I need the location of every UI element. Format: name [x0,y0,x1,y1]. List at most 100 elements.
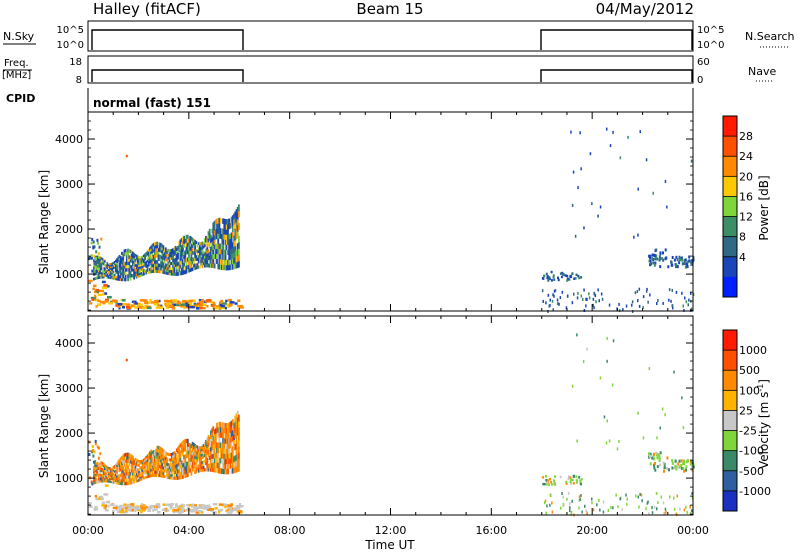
power-cell [228,259,231,266]
velocity-cell [202,454,205,458]
x-tick-label: 00:00 [72,524,104,537]
power-cell [143,254,145,257]
power-cell [147,263,150,267]
power-cell [230,243,233,249]
velocity-cell [154,458,156,462]
velocity-cell [121,455,123,460]
power-cell [636,290,639,294]
velocity-cell [205,506,209,510]
velocity-cell [227,433,229,439]
velocity-cell [93,472,95,476]
velocity-cell [216,422,218,429]
power-cell [188,242,190,247]
x-axis-label: Time UT [364,538,415,552]
velocity-cell [216,447,218,453]
power-cell [656,302,658,305]
velocity-cell [185,469,188,474]
power-cell [96,303,101,306]
power-cell [550,270,553,274]
power-cell [164,252,167,256]
velocity-cell [94,442,97,446]
power-cell [155,263,157,267]
power-cell [138,303,143,307]
power-cell [231,231,234,238]
velocity-cell [143,470,145,474]
velocity-cell [111,478,114,481]
power-cell [93,266,95,269]
velocity-cell [169,476,172,480]
power-cell [102,272,105,275]
power-cell [121,269,123,273]
velocity-cell [116,470,118,474]
velocity-cell [146,456,149,460]
velocity-cell [217,467,220,474]
velocity-cell [118,508,122,511]
power-cell [111,270,114,273]
velocity-cell [690,462,693,466]
power-cell [108,276,111,279]
velocity-cell [680,467,683,470]
velocity-cell [658,457,661,461]
velocity-cell [105,480,107,483]
velocity-cell [653,457,655,461]
power-cell [158,248,161,252]
velocity-cell [180,449,183,454]
power-cell [212,263,215,269]
velocity-cell [206,467,209,472]
velocity-cell [201,463,204,467]
velocity-cell [145,467,148,470]
power-cell [670,263,673,267]
power-cell [218,264,221,270]
power-cell [214,243,217,250]
velocity-data-layer [88,333,695,517]
velocity-cell [195,461,198,465]
power-cell [123,252,126,257]
power-colorbar-tick-label: 24 [739,150,753,163]
power-cell [671,304,673,308]
velocity-cell [224,468,227,475]
velocity-colorbar-swatch [723,450,737,472]
velocity-cell [166,460,168,464]
power-cell [182,240,184,245]
velocity-cell [107,505,110,508]
power-cell [95,257,97,261]
velocity-cell [214,443,217,449]
power-cell [224,224,227,230]
power-cell [185,261,188,266]
power-cell [631,300,634,304]
power-cell [203,241,206,245]
power-cell [150,245,153,249]
velocity-cell [653,452,655,456]
velocity-cell [157,455,160,459]
velocity-cell [139,460,142,463]
velocity-cell [139,462,142,465]
velocity-cell [110,471,112,474]
power-cell [210,246,212,252]
velocity-cell [649,452,652,456]
velocity-cell [222,437,224,444]
power-cell [134,261,137,265]
velocity-cell [139,476,142,479]
power-cell [106,274,109,277]
velocity-cell [123,506,126,509]
velocity-cell [123,456,126,461]
velocity-cell [117,462,120,466]
velocity-cell [136,470,139,474]
power-cell [172,250,174,254]
velocity-cell [104,504,108,507]
power-cell [646,287,648,291]
power-cell [205,239,207,243]
power-cell [588,292,590,296]
power-cell [175,259,178,264]
velocity-cell [580,482,582,486]
power-cell [106,276,109,279]
velocity-cell [230,420,233,427]
velocity-cell [138,464,140,467]
velocity-cell [152,453,155,457]
velocity-cell [182,444,184,449]
power-cell [132,257,134,261]
power-cell [102,263,105,266]
velocity-cell [144,459,146,463]
velocity-cell [681,396,683,400]
